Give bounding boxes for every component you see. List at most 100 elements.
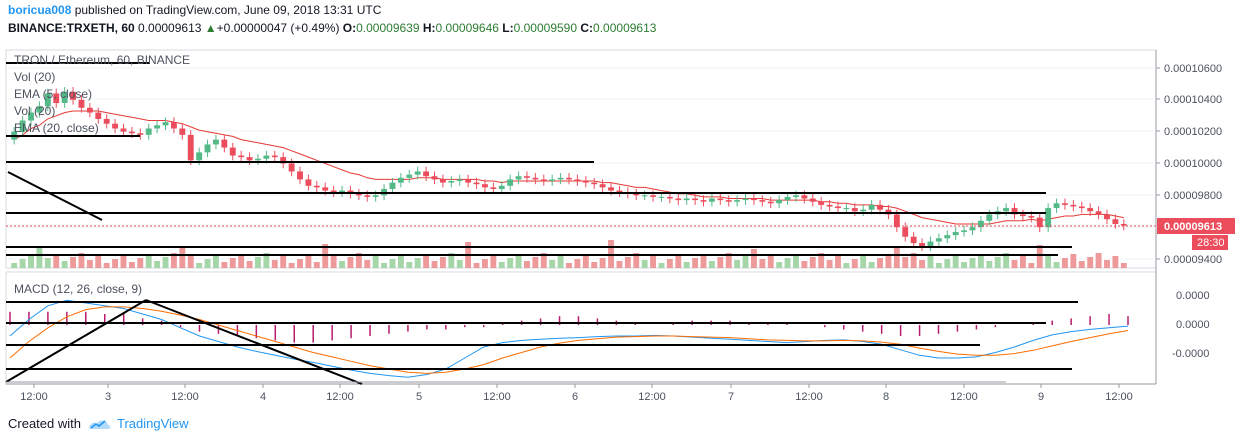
candle-body <box>70 91 76 100</box>
trend-line[interactable] <box>145 299 363 385</box>
legend-title: TRON / Ethereum, 60, BINANCE <box>14 53 190 67</box>
volume-bar <box>515 254 522 268</box>
candle-body <box>851 208 858 212</box>
volume-bar <box>524 261 530 268</box>
volume-bar <box>305 255 312 268</box>
legend-ema20: EMA (20, close) <box>14 121 99 135</box>
candle-body <box>322 187 329 191</box>
volume-bar <box>204 259 211 268</box>
candle-body <box>423 171 430 177</box>
time-label: 12:00 <box>171 391 199 403</box>
volume-bar <box>229 258 236 268</box>
volume-bar <box>120 255 127 268</box>
volume-bar <box>952 255 959 268</box>
candle-body <box>893 214 900 228</box>
countdown-label: 28:30 <box>1197 237 1225 249</box>
candle-body <box>1087 208 1094 212</box>
candle-body <box>801 195 808 199</box>
volume-bar <box>969 258 976 268</box>
volume-bar <box>919 260 925 268</box>
candle-body <box>78 99 85 108</box>
volume-bar <box>78 253 85 268</box>
candle-body <box>784 196 791 201</box>
macd-pane[interactable] <box>5 271 1157 385</box>
candle-body <box>1036 217 1043 228</box>
candle-body <box>767 201 774 204</box>
candle-body <box>271 155 278 158</box>
volume-bar <box>759 259 766 268</box>
volume-bar <box>877 258 883 268</box>
volume-bar <box>255 257 261 268</box>
volume-bar <box>658 263 665 268</box>
volume-bar <box>1003 253 1010 268</box>
candle-body <box>448 181 455 183</box>
price-chart[interactable]: TRON / Ethereum, 60, BINANCE Vol (20) EM… <box>0 42 1236 408</box>
volume-bar <box>1011 260 1018 268</box>
volume-bar <box>61 261 68 268</box>
candle-body <box>95 112 102 119</box>
candle-body <box>708 198 715 202</box>
volume-bar <box>616 261 623 268</box>
tradingview-link[interactable]: TradingView <box>116 416 189 431</box>
volume-bar <box>439 257 446 268</box>
volume-bar <box>179 246 186 268</box>
volume-bar <box>95 256 102 268</box>
candle-body <box>36 106 43 113</box>
candle-body <box>187 134 194 161</box>
volume-bar <box>927 256 934 268</box>
candle-body <box>120 128 127 132</box>
candle-body <box>1104 214 1110 220</box>
volume-bar <box>473 263 480 268</box>
candle-body <box>86 107 93 113</box>
candle-body <box>439 179 446 183</box>
last-price: 0.00009613 <box>138 21 202 35</box>
volume-bar <box>750 249 757 268</box>
volume-bar <box>708 261 715 268</box>
candle-body <box>793 195 799 197</box>
signal-line <box>9 306 1129 374</box>
candle-body <box>1045 208 1052 228</box>
candle-body <box>835 206 841 209</box>
volume-bar <box>776 262 783 268</box>
candle-body <box>1003 208 1010 212</box>
candle-body <box>641 195 648 197</box>
volume-bar <box>742 256 749 268</box>
candle-body <box>465 179 472 183</box>
candle-body <box>406 174 413 178</box>
candle-body <box>263 155 270 159</box>
footer: Created with TradingView <box>8 416 189 431</box>
time-label: 6 <box>572 391 578 403</box>
candle-body <box>944 235 951 239</box>
candle-body <box>549 179 556 182</box>
volume-bar <box>355 253 362 268</box>
price-pane[interactable] <box>5 49 1157 269</box>
volume-bar <box>1078 261 1085 268</box>
close-value: 0.00009613 <box>593 21 657 35</box>
trend-line[interactable] <box>7 171 103 221</box>
volume-bar <box>423 254 430 268</box>
volume-bar <box>339 261 345 268</box>
volume-bar <box>196 263 203 268</box>
volume-bar <box>826 260 833 268</box>
volume-bar <box>263 253 270 268</box>
volume-bar <box>675 255 682 268</box>
candle-body <box>759 200 766 202</box>
volume-bar <box>793 254 799 268</box>
candle-body <box>540 179 547 182</box>
candle-body <box>616 190 623 193</box>
volume-bar <box>641 260 648 268</box>
candle-body <box>162 122 169 126</box>
candle-body <box>902 227 909 237</box>
volume-bar <box>935 263 942 268</box>
volume-bar <box>734 260 741 268</box>
author-link[interactable]: boricua008 <box>8 3 72 17</box>
open-value: 0.00009639 <box>356 21 420 35</box>
volume-bar <box>19 259 26 268</box>
candle-body <box>389 182 396 189</box>
symbol: BINANCE:TRXETH, 60 <box>8 21 135 35</box>
trend-line[interactable] <box>5 299 147 383</box>
volume-bar <box>767 255 774 268</box>
candle-body <box>280 157 287 164</box>
candle-body <box>473 182 480 185</box>
volume-bar <box>1019 256 1026 268</box>
